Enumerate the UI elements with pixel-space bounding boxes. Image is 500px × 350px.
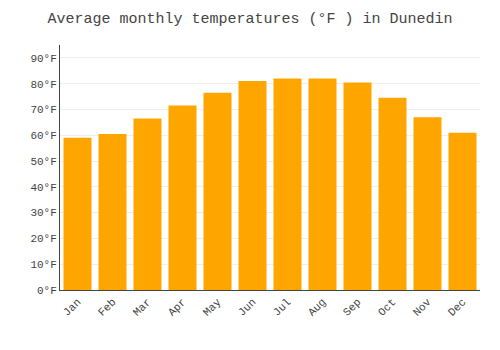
svg-text:Apr: Apr	[166, 296, 188, 318]
svg-text:Nov: Nov	[411, 296, 434, 319]
svg-text:May: May	[201, 296, 224, 319]
svg-text:Feb: Feb	[96, 296, 118, 318]
svg-text:Jan: Jan	[61, 296, 83, 318]
svg-text:Dec: Dec	[446, 296, 468, 318]
svg-text:20°F: 20°F	[30, 233, 56, 245]
svg-text:60°F: 60°F	[30, 130, 56, 142]
svg-text:Sep: Sep	[341, 296, 363, 318]
svg-text:70°F: 70°F	[30, 104, 56, 116]
svg-text:10°F: 10°F	[30, 259, 56, 271]
svg-text:Average monthly temperatures (: Average monthly temperatures (°F ) in Du…	[47, 11, 452, 28]
svg-text:Mar: Mar	[131, 296, 153, 318]
svg-text:Jun: Jun	[236, 296, 258, 318]
svg-text:Oct: Oct	[376, 296, 398, 318]
svg-text:50°F: 50°F	[30, 156, 56, 168]
svg-text:0°F: 0°F	[37, 285, 57, 297]
svg-text:Aug: Aug	[306, 296, 328, 318]
svg-text:80°F: 80°F	[30, 79, 56, 91]
svg-text:30°F: 30°F	[30, 207, 56, 219]
svg-text:90°F: 90°F	[30, 53, 56, 65]
svg-text:40°F: 40°F	[30, 182, 56, 194]
svg-text:Jul: Jul	[271, 296, 293, 318]
